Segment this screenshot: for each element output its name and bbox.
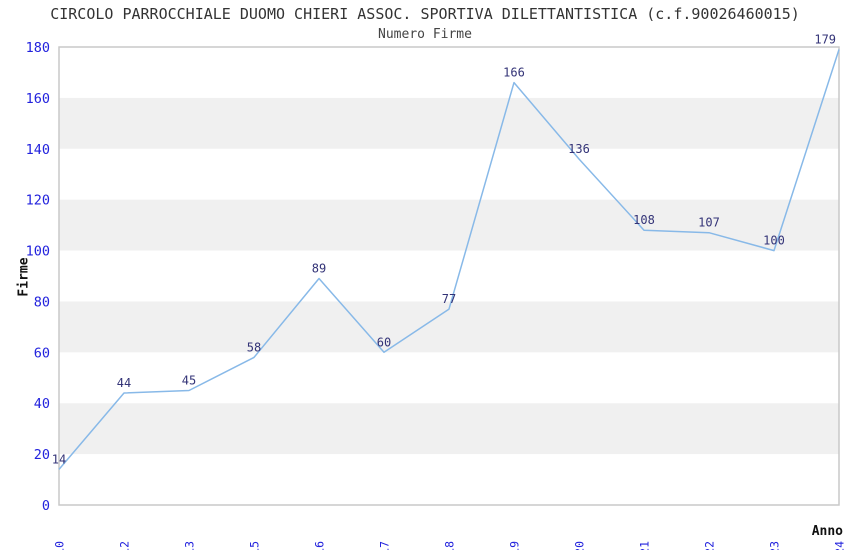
- x-tick-label: 2022: [703, 541, 717, 550]
- data-point-label: 107: [698, 216, 720, 230]
- data-point-label: 179: [814, 33, 836, 47]
- y-tick-label: 180: [26, 40, 50, 56]
- x-axis-label: Anno: [811, 524, 843, 539]
- data-point-label: 89: [312, 262, 326, 276]
- y-tick-label: 120: [26, 193, 50, 209]
- chart-subtitle: Numero Firme: [378, 27, 472, 42]
- plot-frame: [58, 46, 840, 506]
- x-tick-label: 2024: [833, 541, 847, 550]
- y-tick-label: 20: [34, 447, 50, 463]
- data-point-label: 58: [247, 340, 261, 354]
- y-tick-label: 80: [34, 294, 50, 310]
- data-point-label: 136: [568, 142, 590, 156]
- plot-band: [59, 97, 839, 149]
- y-tick-label: 100: [26, 244, 50, 260]
- x-tick-label: 2013: [183, 541, 197, 550]
- x-tick-label: 2021: [638, 541, 652, 550]
- x-tick-label: 2017: [378, 541, 392, 550]
- x-tick-label: 2018: [443, 541, 457, 550]
- x-tick-label: 2020: [573, 541, 587, 550]
- x-tick-label: 2019: [508, 541, 522, 550]
- data-point-label: 14: [52, 452, 66, 466]
- x-tick-label: 2015: [248, 541, 262, 550]
- x-tick-label: 2023: [768, 541, 782, 550]
- plot-band: [59, 403, 839, 455]
- y-tick-label: 160: [26, 91, 50, 107]
- data-point-label: 108: [633, 213, 655, 227]
- data-point-label: 44: [117, 376, 131, 390]
- x-tick-label: 2010: [53, 541, 67, 550]
- y-tick-label: 0: [42, 498, 50, 514]
- data-point-label: 100: [763, 234, 785, 248]
- data-point-label: 77: [442, 292, 456, 306]
- y-tick-label: 40: [34, 396, 50, 412]
- data-point-label: 45: [182, 374, 196, 388]
- y-tick-label: 140: [26, 142, 50, 158]
- data-line: [58, 49, 840, 470]
- x-tick-label: 2012: [118, 541, 132, 550]
- plot-band: [59, 199, 839, 251]
- data-point-label: 166: [503, 66, 525, 80]
- y-tick-label: 60: [34, 345, 50, 361]
- x-tick-label: 2016: [313, 541, 327, 550]
- data-point-label: 60: [377, 335, 391, 349]
- chart-title: CIRCOLO PARROCCHIALE DUOMO CHIERI ASSOC.…: [50, 5, 800, 23]
